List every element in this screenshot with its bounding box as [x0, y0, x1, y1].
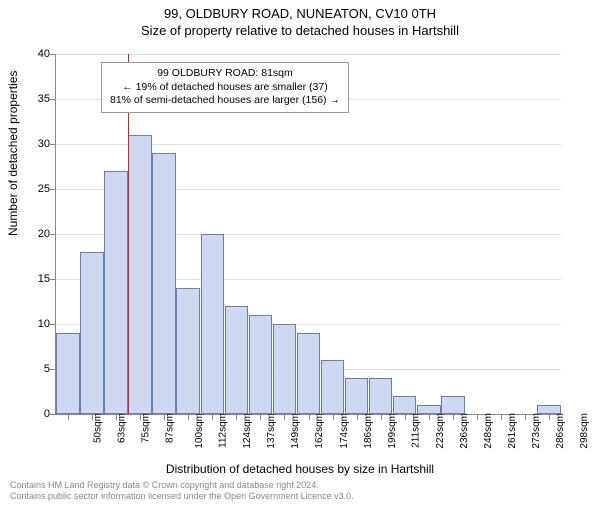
x-tick-label: 186sqm: [363, 413, 374, 449]
histogram-bar: [80, 252, 104, 414]
y-tick-label: 10: [26, 318, 50, 330]
x-tick-label: 223sqm: [435, 413, 446, 449]
x-tick-label: 75sqm: [141, 413, 152, 443]
x-tick: [236, 414, 237, 420]
y-tick: [50, 234, 56, 235]
x-tick: [188, 414, 189, 420]
y-tick: [50, 414, 56, 415]
histogram-bar: [225, 306, 249, 414]
x-tick-label: 236sqm: [459, 413, 470, 449]
x-tick-label: 100sqm: [194, 413, 205, 449]
x-tick: [92, 414, 93, 420]
histogram-bar: [417, 405, 441, 414]
y-tick: [50, 99, 56, 100]
x-tick: [525, 414, 526, 420]
histogram-bar: [128, 135, 152, 414]
y-tick-label: 0: [26, 408, 50, 420]
histogram-bar: [273, 324, 297, 414]
y-tick: [50, 369, 56, 370]
x-tick-label: 273sqm: [531, 413, 542, 449]
x-tick: [68, 414, 69, 420]
y-tick-label: 25: [26, 183, 50, 195]
y-tick-label: 5: [26, 363, 50, 375]
x-tick: [116, 414, 117, 420]
x-tick: [501, 414, 502, 420]
histogram-bar: [321, 360, 345, 414]
y-tick: [50, 144, 56, 145]
histogram-bar: [56, 333, 80, 414]
y-tick-label: 20: [26, 228, 50, 240]
histogram-bar: [152, 153, 176, 414]
x-tick: [333, 414, 334, 420]
histogram-bar: [441, 396, 465, 414]
chart-title-line2: Size of property relative to detached ho…: [0, 23, 600, 38]
histogram-bar: [537, 405, 561, 414]
x-tick-label: 87sqm: [165, 413, 176, 443]
annotation-box: 99 OLDBURY ROAD: 81sqm← 19% of detached …: [101, 62, 349, 113]
histogram-bar: [393, 396, 417, 414]
x-tick-label: 286sqm: [555, 413, 566, 449]
footer-line1: Contains HM Land Registry data © Crown c…: [10, 480, 354, 491]
annotation-line: ← 19% of detached houses are smaller (37…: [110, 81, 340, 95]
histogram-bar: [201, 234, 225, 414]
x-tick-label: 248sqm: [483, 413, 494, 449]
annotation-line: 99 OLDBURY ROAD: 81sqm: [110, 67, 340, 81]
x-tick: [309, 414, 310, 420]
y-tick-label: 35: [26, 93, 50, 105]
x-tick: [164, 414, 165, 420]
x-tick-label: 199sqm: [387, 413, 398, 449]
histogram-bar: [176, 288, 200, 414]
x-tick-label: 211sqm: [410, 413, 421, 448]
annotation-line: 81% of semi-detached houses are larger (…: [110, 94, 340, 108]
x-tick: [381, 414, 382, 420]
histogram-bar: [249, 315, 273, 414]
x-tick: [212, 414, 213, 420]
x-tick-label: 63sqm: [117, 413, 128, 443]
footer-attribution: Contains HM Land Registry data © Crown c…: [10, 480, 354, 502]
x-tick-label: 137sqm: [266, 413, 277, 449]
x-axis-label: Distribution of detached houses by size …: [0, 462, 600, 476]
footer-line2: Contains public sector information licen…: [10, 491, 354, 502]
x-tick: [284, 414, 285, 420]
x-tick-label: 149sqm: [290, 413, 301, 449]
x-tick: [260, 414, 261, 420]
y-tick: [50, 324, 56, 325]
y-tick: [50, 54, 56, 55]
histogram-bar: [104, 171, 128, 414]
x-tick: [549, 414, 550, 420]
x-tick: [477, 414, 478, 420]
x-tick: [405, 414, 406, 420]
x-tick: [357, 414, 358, 420]
gridline: [56, 54, 561, 55]
x-tick: [453, 414, 454, 420]
x-tick-label: 162sqm: [315, 413, 326, 449]
y-tick: [50, 279, 56, 280]
x-tick-label: 174sqm: [339, 413, 350, 449]
x-tick: [429, 414, 430, 420]
y-tick-label: 30: [26, 138, 50, 150]
histogram-bar: [369, 378, 393, 414]
x-tick: [140, 414, 141, 420]
y-tick: [50, 189, 56, 190]
x-tick-label: 261sqm: [507, 413, 518, 449]
y-axis-label: Number of detached properties: [6, 71, 20, 236]
x-tick-label: 298sqm: [579, 413, 590, 449]
chart-title-line1: 99, OLDBURY ROAD, NUNEATON, CV10 0TH: [0, 6, 600, 21]
x-tick-label: 112sqm: [218, 413, 229, 448]
histogram-bar: [345, 378, 369, 414]
y-tick-label: 40: [26, 48, 50, 60]
chart-plot-area: 051015202530354050sqm63sqm75sqm87sqm100s…: [55, 54, 561, 415]
x-tick-label: 124sqm: [242, 413, 253, 449]
histogram-bar: [297, 333, 321, 414]
y-tick-label: 15: [26, 273, 50, 285]
x-tick-label: 50sqm: [93, 413, 104, 443]
